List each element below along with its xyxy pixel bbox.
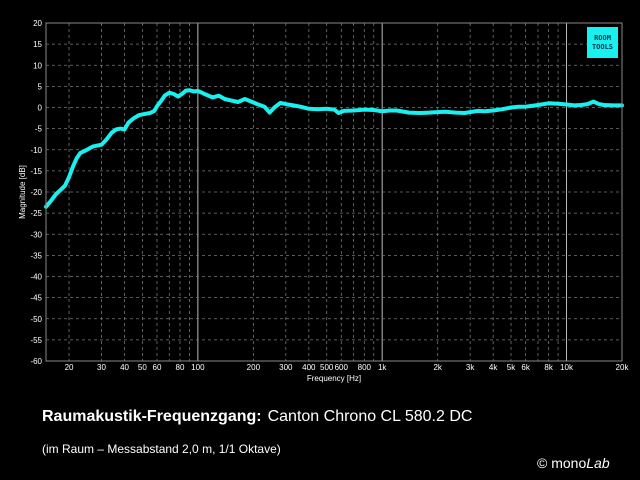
x-tick-label: 30 (97, 363, 106, 372)
y-tick-label: -55 (30, 336, 42, 345)
x-tick-label: 2k (433, 363, 442, 372)
copyright-prefix: mono (551, 455, 587, 471)
x-tick-label: 200 (247, 363, 261, 372)
x-tick-label: 60 (153, 363, 162, 372)
copyright: © monoLab (537, 455, 610, 471)
x-tick-label: 3k (466, 363, 475, 372)
y-tick-label: -20 (30, 188, 42, 197)
copyright-suffix: Lab (586, 455, 610, 471)
y-tick-label: -10 (30, 146, 42, 155)
x-tick-label: 400 (302, 363, 316, 372)
y-tick-label: -35 (30, 251, 42, 260)
y-tick-label: -40 (30, 273, 42, 282)
x-tick-label: 6k (521, 363, 530, 372)
y-axis-label: Magnitude [dB] (18, 165, 27, 219)
series (44, 88, 624, 209)
y-tick-label: 5 (38, 82, 43, 91)
x-tick-label: 20 (65, 363, 74, 372)
x-tick-label: 4k (489, 363, 498, 372)
plot-border (45, 22, 623, 362)
x-tick-label: 500 (320, 363, 334, 372)
y-tick-label: 15 (33, 40, 42, 49)
caption-title: Raumakustik-Frequenzgang: (42, 408, 262, 425)
chart-caption: Raumakustik-Frequenzgang: Canton Chrono C… (42, 408, 472, 426)
measurement-note: (im Raum – Messabstand 2,0 m, 1/1 Oktave… (42, 442, 281, 456)
x-tick-label: 100 (191, 363, 205, 372)
room-tools-logo: ROOM TOOLS (587, 27, 618, 58)
y-tick-label: -15 (30, 167, 42, 176)
response-curve (44, 88, 624, 209)
y-tick-label: -5 (35, 125, 43, 134)
copyright-symbol: © (537, 455, 548, 471)
logo-line-1: ROOM (594, 33, 611, 42)
y-tick-label: -30 (30, 230, 42, 239)
x-tick-label: 20k (616, 363, 630, 372)
y-tick-label: 20 (33, 19, 42, 28)
x-tick-label: 50 (138, 363, 147, 372)
x-tick-label: 8k (544, 363, 553, 372)
x-tick-label: 600 (335, 363, 349, 372)
y-tick-label: -50 (30, 315, 42, 324)
x-tick-label: 300 (279, 363, 293, 372)
x-tick-label: 1k (378, 363, 387, 372)
x-tick-label: 5k (507, 363, 516, 372)
x-axis-label: Frequency [Hz] (307, 374, 361, 383)
y-tick-label: -60 (30, 357, 42, 366)
logo-line-2: TOOLS (591, 42, 614, 51)
x-tick-label: 80 (176, 363, 185, 372)
x-tick-label: 800 (358, 363, 372, 372)
x-tick-label: 40 (120, 363, 129, 372)
y-tick-label: 10 (33, 61, 42, 70)
caption-subtitle: Canton Chrono CL 580.2 DC (267, 408, 473, 425)
tick-labels: 20 30 40 50 60 80 100 200 300 400 500 600 800 1k 2k 3k 4… (30, 19, 629, 372)
y-tick-label: -25 (30, 209, 42, 218)
y-tick-label: -45 (30, 294, 42, 303)
y-tick-label: 0 (38, 104, 43, 113)
x-tick-label: 10k (560, 363, 574, 372)
